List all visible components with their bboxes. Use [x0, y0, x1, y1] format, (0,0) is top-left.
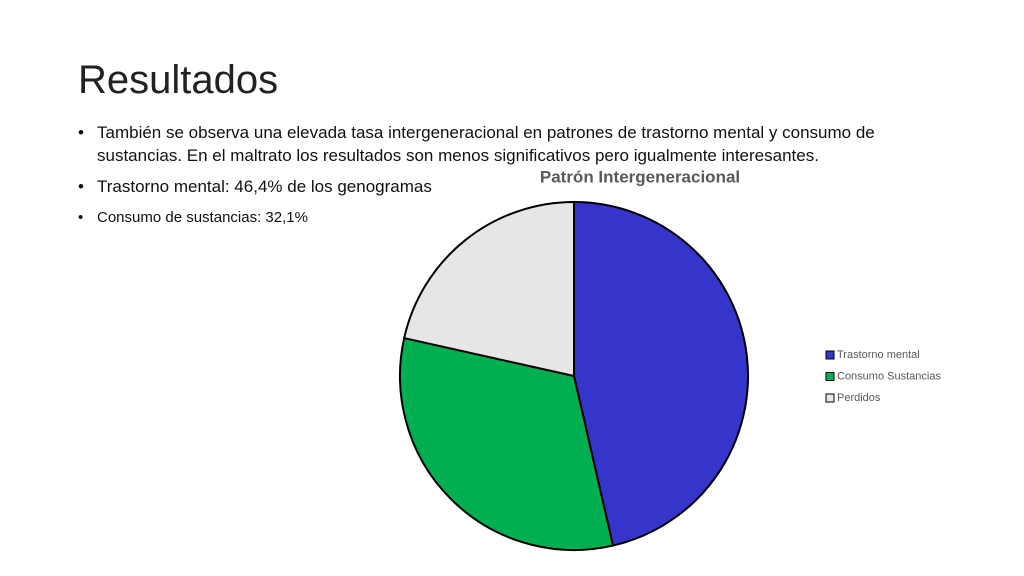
pie-slice: [573, 200, 749, 547]
legend-label: Perdidos: [837, 392, 881, 404]
pie-slice: [399, 336, 615, 551]
slide-title: Resultados: [78, 58, 279, 102]
legend-swatch: [825, 350, 835, 360]
pie-slice: [402, 200, 575, 378]
legend-swatch: [825, 372, 835, 381]
bullet: Consumo de sustancias: 32,1%: [78, 206, 308, 229]
bullet: Trastorno mental: 46,4% de los genograma…: [78, 175, 432, 198]
legend-swatch: [825, 393, 835, 403]
bullet: También se observa una elevada tasa inte…: [78, 121, 917, 167]
legend-label: Trastorno mental: [837, 349, 920, 361]
chart-title: Patrón Intergeneracional: [540, 167, 740, 186]
legend-label: Consumo Sustancias: [837, 370, 941, 382]
